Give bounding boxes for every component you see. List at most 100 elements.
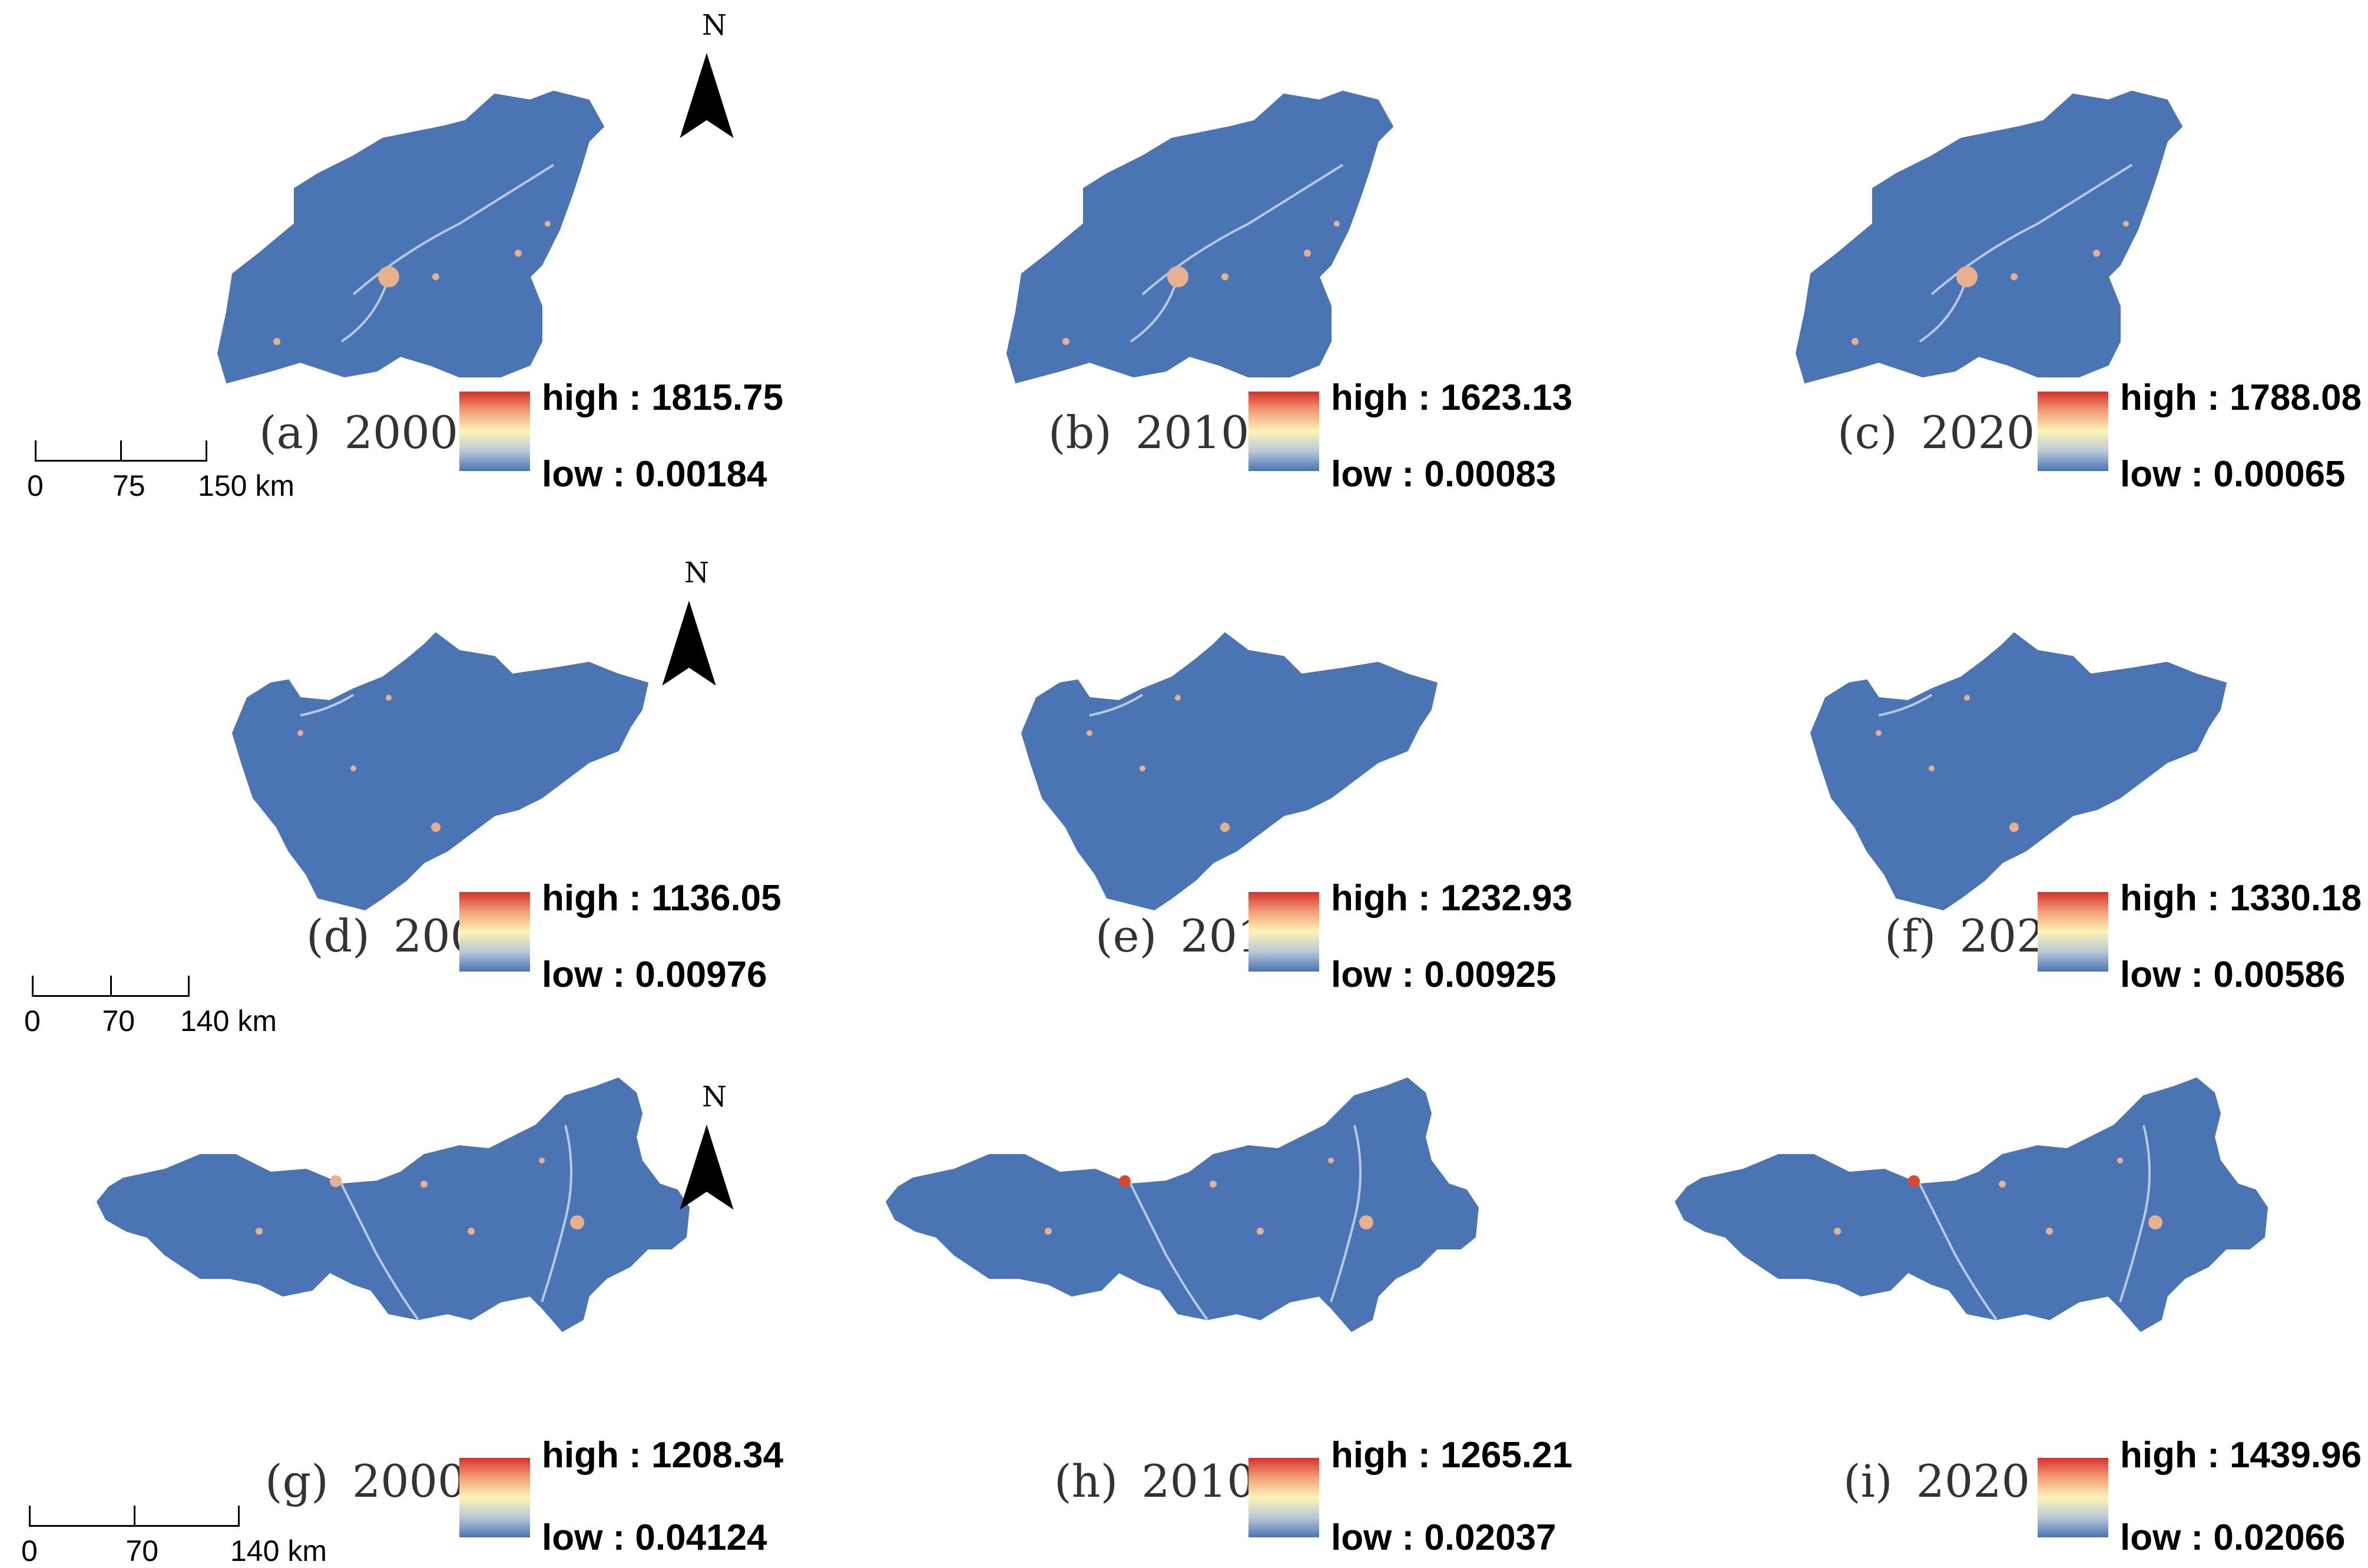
urban-hotspot <box>515 250 522 257</box>
urban-hotspot <box>420 1181 428 1188</box>
urban-hotspot <box>297 730 303 736</box>
panel-year: 2020 <box>1916 1455 2031 1507</box>
urban-hotspot <box>570 1215 584 1229</box>
urban-hotspot <box>2009 823 2019 832</box>
panel-letter: (g) <box>265 1455 329 1507</box>
panel-caption: (g) 2000 <box>265 1455 466 1507</box>
region-shape <box>1006 90 1394 384</box>
panel-year: 2010 <box>1141 1455 1256 1507</box>
north-label: N <box>684 556 709 589</box>
panel-letter: (c) <box>1837 406 1897 459</box>
river-line <box>340 1184 419 1321</box>
map-panel-d: (d) 2000 high : 1136.05 low : 0.00976 <box>24 521 813 1042</box>
panel-letter: (b) <box>1048 406 1112 459</box>
legend-color-ramp <box>459 892 530 972</box>
urban-hotspot <box>1852 338 1859 345</box>
scale-bar-tick <box>133 1506 135 1527</box>
scale-bar-label: 140 km <box>230 1534 327 1567</box>
legend-high: high : 1623.13 <box>1331 377 1573 418</box>
scale-bar-tick <box>35 440 37 462</box>
river-line <box>1878 694 1933 717</box>
urban-hotspot <box>539 1158 545 1163</box>
urban-hotspot <box>330 1175 342 1187</box>
urban-hotspot <box>1087 730 1092 736</box>
urban-hotspot <box>350 765 356 771</box>
urban-hotspot <box>386 695 392 701</box>
legend-high: high : 1330.18 <box>2120 878 2362 919</box>
urban-hotspot <box>273 338 280 345</box>
panel-letter: (d) <box>306 910 370 962</box>
panel-letter: (f) <box>1885 910 1936 962</box>
urban-hotspot <box>468 1228 475 1235</box>
urban-hotspot <box>1999 1181 2006 1188</box>
legend-low: low : 0.00065 <box>2120 454 2346 495</box>
north-arrow-icon <box>662 601 716 686</box>
scale-bar-tick <box>206 440 207 462</box>
panel-caption: (i) 2020 <box>1843 1455 2030 1507</box>
panel-caption: (a) 2000 <box>259 406 458 459</box>
urban-hotspot <box>1876 730 1882 736</box>
scale-bar-label: 0 <box>24 1005 41 1037</box>
legend-low: low : 0.00184 <box>542 454 767 495</box>
panel-caption: (c) 2020 <box>1837 406 2035 459</box>
map-panel-c: (c) 2020 high : 1788.08 low : 0.00065 <box>1602 0 2368 521</box>
map-region-shandong-west <box>1006 90 1394 384</box>
map-panel-a: (a) 2000 high : 1815.75 low : 0.00184 <box>24 0 813 521</box>
legend-low: low : 0.02066 <box>2120 1517 2346 1558</box>
urban-hotspot <box>1140 765 1145 771</box>
urban-hotspot <box>1834 1228 1841 1235</box>
scale-bar-label: 75 <box>112 469 145 502</box>
panel-caption: (b) 2010 <box>1048 406 1249 459</box>
map-region-shandong-east <box>231 632 649 911</box>
urban-hotspot <box>2046 1228 2053 1235</box>
legend-color-ramp <box>2038 892 2108 972</box>
legend-color-ramp <box>1248 392 1319 471</box>
urban-hotspot <box>256 1228 263 1235</box>
scale-bar-tick <box>238 1506 240 1527</box>
scale-bar-tick <box>188 976 190 997</box>
panel-year: 2000 <box>344 406 459 459</box>
map-region-shandong-west <box>217 90 605 384</box>
region-shape <box>96 1077 690 1332</box>
urban-hotspot <box>2148 1215 2162 1229</box>
legend-low: low : 0.00586 <box>2120 954 2346 995</box>
north-label: N <box>702 1080 727 1113</box>
region-shape <box>231 632 649 911</box>
map-region-south <box>96 1077 690 1332</box>
urban-hotspot <box>432 273 439 280</box>
legend-color-ramp <box>459 1458 530 1537</box>
urban-hotspot <box>545 221 551 227</box>
scale-bar-tick <box>120 440 122 462</box>
legend-low: low : 0.00976 <box>542 954 767 995</box>
panel-letter: (i) <box>1843 1455 1893 1507</box>
scale-bar-tick <box>32 976 34 997</box>
region-shape <box>1810 632 2227 911</box>
legend-low: low : 0.00083 <box>1331 454 1556 495</box>
map-panel-h: (h) 2010 high : 1265.21 low : 0.02037 <box>813 1043 1602 1564</box>
region-shape <box>1021 632 1438 911</box>
urban-hotspot <box>1328 1158 1334 1163</box>
legend-color-ramp <box>2038 392 2108 471</box>
panel-year: 2000 <box>352 1455 466 1507</box>
panel-letter: (e) <box>1095 910 1157 962</box>
legend-color-ramp <box>2038 1458 2108 1537</box>
river-line <box>1130 1184 1208 1321</box>
scale-bar-label: 140 km <box>180 1005 277 1037</box>
urban-hotspot <box>1167 266 1188 287</box>
urban-hotspot <box>1119 1175 1131 1187</box>
urban-hotspot <box>1220 823 1230 832</box>
region-shape <box>217 90 605 384</box>
legend-high: high : 1788.08 <box>2120 377 2362 418</box>
map-panel-g: (g) 2000 high : 1208.34 low : 0.04124 <box>24 1043 813 1564</box>
urban-hotspot <box>1062 338 1069 345</box>
legend-high: high : 1265.21 <box>1331 1435 1573 1476</box>
panel-year: 2010 <box>1135 406 1250 459</box>
scale-bar-label: 0 <box>21 1534 38 1567</box>
legend-high: high : 1208.34 <box>542 1435 784 1476</box>
urban-hotspot <box>1334 221 1340 227</box>
map-region-south <box>1674 1077 2268 1332</box>
scale-bar-tick <box>29 1506 31 1527</box>
river-line <box>1089 694 1144 717</box>
legend-high: high : 1232.93 <box>1331 878 1573 919</box>
region-shape <box>885 1077 1479 1332</box>
